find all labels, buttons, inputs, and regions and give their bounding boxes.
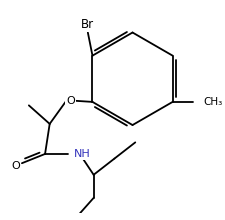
Text: NH: NH	[74, 149, 90, 159]
Text: O: O	[12, 161, 20, 170]
Text: O: O	[66, 96, 74, 106]
Text: CH₃: CH₃	[203, 97, 222, 107]
Text: Br: Br	[81, 18, 94, 31]
